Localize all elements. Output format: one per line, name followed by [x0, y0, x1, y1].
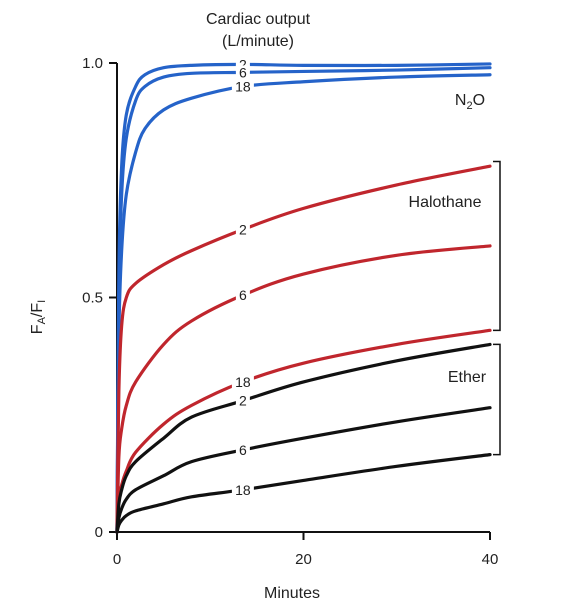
y-tick-label: 1.0 [82, 55, 103, 72]
group-bracket [493, 343, 501, 456]
series-line [115, 453, 492, 534]
series-label: 6 [239, 442, 247, 458]
series-label: 18 [235, 374, 251, 390]
y-axis-label-sub1: A [36, 316, 48, 324]
series-label-bg [235, 393, 250, 408]
chart-title-line1: Cardiac output [206, 11, 311, 28]
x-ticks: 0 20 40 [113, 532, 499, 568]
series-label-bg [235, 222, 250, 237]
y-axis-label-mid: /F [29, 303, 46, 317]
series-lines [115, 62, 492, 534]
group-label-main: Halothane [409, 194, 482, 211]
group-label-sub: 2 [466, 100, 472, 112]
series-label: 6 [239, 64, 247, 80]
group-label-suffix: O [473, 92, 485, 109]
group-labels: N2O Halothane Ether [409, 92, 487, 386]
series-label-bg [235, 442, 250, 457]
series-label: 18 [235, 78, 251, 94]
group-brackets [493, 160, 501, 456]
series-line [115, 342, 492, 534]
series-line [115, 164, 492, 534]
y-axis-label-sub2: I [36, 300, 48, 303]
group-bracket [493, 160, 501, 332]
group-label-main: Ether [448, 369, 487, 386]
group-label-main: N [455, 92, 467, 109]
series-line [115, 73, 492, 534]
series-line [115, 406, 492, 534]
group-label: N2O [455, 92, 485, 112]
series-label: 2 [239, 221, 247, 237]
y-ticks: 0 0.5 1.0 [82, 55, 117, 541]
y-tick-label: 0 [95, 524, 103, 541]
group-label: Halothane [409, 194, 482, 211]
series-label-bg [235, 288, 250, 303]
y-tick-label: 0.5 [82, 290, 103, 307]
x-axis-label: Minutes [264, 585, 320, 602]
chart-title-line2: (L/minute) [222, 33, 294, 50]
series-label: 2 [239, 56, 247, 72]
y-axis-label: FA/FI [29, 300, 48, 334]
series-label-bg [231, 79, 254, 94]
x-tick-label: 40 [482, 551, 499, 568]
y-axis-label-main: F [29, 324, 46, 334]
x-tick-label: 0 [113, 551, 121, 568]
x-tick-label: 20 [295, 551, 312, 568]
series-label: 2 [239, 393, 247, 409]
group-label: Ether [448, 369, 487, 386]
series-label: 18 [235, 482, 251, 498]
series-line [115, 244, 492, 534]
series-label-bg [235, 65, 250, 80]
series-label: 6 [239, 287, 247, 303]
series-label-bg [231, 482, 254, 497]
series-label-bg [231, 374, 254, 389]
